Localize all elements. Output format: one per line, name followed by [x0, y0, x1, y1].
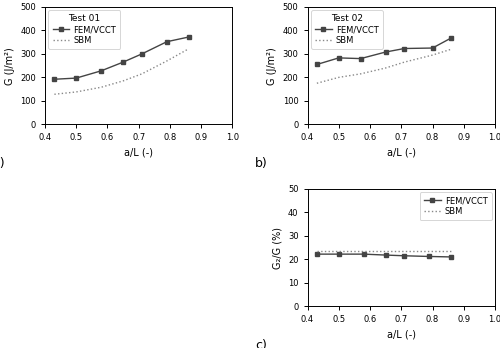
- FEM/VCCT: [52, 77, 58, 81]
- FEM/VCCT: [336, 56, 342, 60]
- X-axis label: a/L (-): a/L (-): [124, 148, 153, 158]
- SBM: [186, 47, 192, 51]
- FEM/VCCT: [430, 46, 436, 50]
- FEM/VCCT: [402, 46, 407, 50]
- SBM: [426, 249, 432, 253]
- Legend: FEM/VCCT, SBM: FEM/VCCT, SBM: [48, 10, 120, 49]
- Line: FEM/VCCT: FEM/VCCT: [315, 252, 454, 259]
- FEM/VCCT: [382, 253, 388, 257]
- SBM: [336, 249, 342, 253]
- FEM/VCCT: [336, 252, 342, 256]
- FEM/VCCT: [402, 254, 407, 258]
- SBM: [382, 66, 388, 70]
- SBM: [448, 47, 454, 51]
- SBM: [314, 81, 320, 85]
- FEM/VCCT: [448, 36, 454, 40]
- SBM: [98, 85, 104, 89]
- Line: SBM: SBM: [317, 49, 451, 83]
- FEM/VCCT: [98, 69, 104, 73]
- FEM/VCCT: [382, 50, 388, 54]
- Text: c): c): [255, 339, 267, 348]
- SBM: [358, 72, 364, 76]
- Line: FEM/VCCT: FEM/VCCT: [52, 35, 191, 81]
- Legend: FEM/VCCT, SBM: FEM/VCCT, SBM: [311, 10, 383, 49]
- FEM/VCCT: [164, 40, 170, 44]
- Y-axis label: G₂/G (%): G₂/G (%): [272, 227, 282, 269]
- FEM/VCCT: [361, 252, 367, 256]
- SBM: [314, 249, 320, 253]
- FEM/VCCT: [314, 62, 320, 66]
- SBM: [361, 249, 367, 253]
- FEM/VCCT: [358, 56, 364, 61]
- Text: a): a): [0, 157, 5, 170]
- SBM: [382, 249, 388, 253]
- SBM: [52, 92, 58, 96]
- FEM/VCCT: [426, 254, 432, 259]
- SBM: [73, 90, 79, 94]
- SBM: [164, 59, 170, 63]
- Legend: FEM/VCCT, SBM: FEM/VCCT, SBM: [420, 192, 492, 220]
- Y-axis label: G (J/m²): G (J/m²): [4, 47, 15, 85]
- SBM: [448, 249, 454, 253]
- Y-axis label: G (J/m²): G (J/m²): [267, 47, 277, 85]
- Line: FEM/VCCT: FEM/VCCT: [315, 36, 454, 66]
- SBM: [139, 72, 145, 76]
- FEM/VCCT: [314, 252, 320, 256]
- SBM: [120, 79, 126, 83]
- X-axis label: a/L (-): a/L (-): [387, 330, 416, 340]
- FEM/VCCT: [448, 255, 454, 259]
- FEM/VCCT: [139, 52, 145, 56]
- Line: SBM: SBM: [54, 49, 188, 94]
- SBM: [402, 60, 407, 64]
- SBM: [430, 53, 436, 57]
- SBM: [336, 75, 342, 79]
- Text: b): b): [255, 157, 268, 170]
- FEM/VCCT: [120, 60, 126, 64]
- FEM/VCCT: [186, 35, 192, 39]
- X-axis label: a/L (-): a/L (-): [387, 148, 416, 158]
- SBM: [402, 249, 407, 253]
- FEM/VCCT: [73, 76, 79, 80]
